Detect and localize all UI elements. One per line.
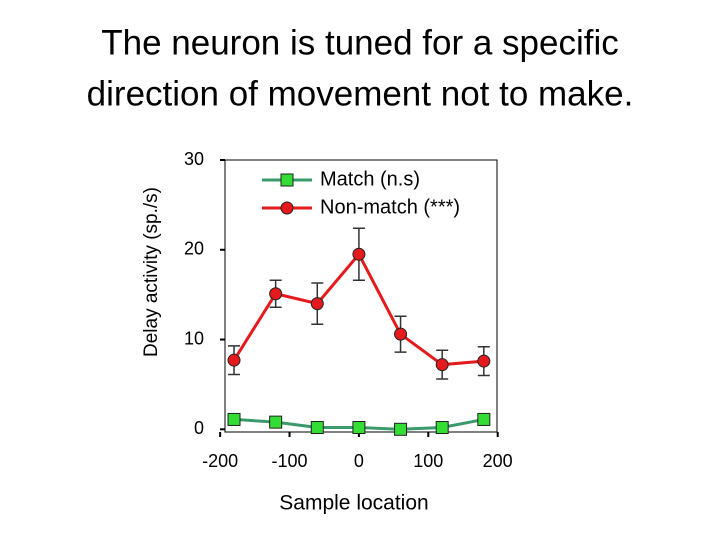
marker bbox=[435, 421, 449, 435]
marker bbox=[394, 422, 408, 436]
x-tick-label: 100 bbox=[413, 451, 443, 471]
marker bbox=[394, 327, 408, 341]
marker bbox=[310, 421, 324, 435]
marker bbox=[352, 247, 366, 261]
legend-marker bbox=[280, 173, 294, 187]
title-line: direction of movement not to make. bbox=[87, 74, 634, 113]
marker bbox=[477, 412, 491, 426]
legend-label: Non-match (***) bbox=[320, 196, 460, 218]
x-tick-label: 0 bbox=[354, 451, 364, 471]
y-tick-label: 10 bbox=[184, 328, 204, 348]
x-tick-label: 200 bbox=[483, 451, 513, 471]
marker bbox=[269, 415, 283, 429]
legend-marker bbox=[280, 201, 294, 215]
y-axis-label: Delay activity (sp./s) bbox=[141, 187, 162, 357]
marker bbox=[435, 358, 449, 372]
y-tick-label: 30 bbox=[184, 149, 204, 169]
marker bbox=[269, 287, 283, 301]
x-tick-label: -100 bbox=[272, 451, 308, 471]
marker bbox=[310, 297, 324, 311]
legend-label: Match (n.s) bbox=[320, 168, 420, 190]
y-tick-label: 0 bbox=[194, 418, 204, 438]
marker bbox=[227, 353, 241, 367]
marker bbox=[477, 354, 491, 368]
marker bbox=[227, 412, 241, 426]
x-tick-label: -200 bbox=[202, 451, 238, 471]
marker bbox=[352, 421, 366, 435]
y-tick-label: 20 bbox=[184, 239, 204, 259]
title-line: The neuron is tuned for a specific bbox=[101, 23, 619, 62]
x-axis-label: Sample location bbox=[279, 492, 428, 515]
